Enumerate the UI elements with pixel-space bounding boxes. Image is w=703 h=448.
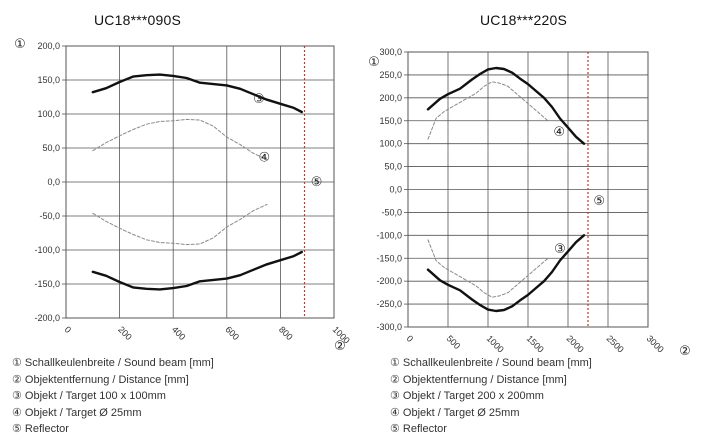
y-tick-label: -150,0 xyxy=(376,253,402,263)
chart-panel-left: UC18***090S 0 200 400 600 800 1000 200,0 150,0 1… xyxy=(12,12,352,438)
plot-frame xyxy=(65,45,335,319)
beam-chart-right: 0 500 1000 1500 2000 2500 3000 300,0 250,0 200,0 1… xyxy=(368,47,691,359)
y-tick-label: 150,0 xyxy=(37,75,60,85)
series-annotation: ③ xyxy=(253,92,265,107)
series-annotation: ③ xyxy=(554,242,566,257)
series-line-target xyxy=(91,250,303,291)
y-tick-label: 100,0 xyxy=(379,139,402,149)
series-line-target-small xyxy=(92,118,268,161)
legend-item: ④ Objekt / Target Ø 25mm xyxy=(390,406,520,419)
y-tick-label: 250,0 xyxy=(379,70,402,80)
y-tick-label: -150,0 xyxy=(34,279,60,289)
y-axis-label: ① xyxy=(368,55,380,70)
y-tick-label: 100,0 xyxy=(37,109,60,119)
y-tick-label: -250,0 xyxy=(376,299,402,309)
x-tick-label: 0 xyxy=(405,333,416,344)
legend-item: ① Schallkeulenbreite / Sound beam [mm] xyxy=(12,357,214,369)
legend-item: ⑤ Reflector xyxy=(390,423,447,435)
series-annotation: ④ xyxy=(553,125,565,140)
x-tick-label: 2000 xyxy=(565,333,586,354)
x-tick-label: 3000 xyxy=(645,333,666,354)
series-line-target-small xyxy=(427,239,549,298)
y-tick-label: -50,0 xyxy=(39,211,60,221)
y-tick-label: -100,0 xyxy=(34,245,60,255)
x-tick-label: 1500 xyxy=(525,333,546,354)
series-line-target xyxy=(426,66,586,145)
x-tick-label: 600 xyxy=(223,324,241,342)
x-axis-label: ② xyxy=(334,339,346,354)
legend-item: ② Objektentfernung / Distance [mm] xyxy=(390,373,567,386)
legend-item: ③ Objekt / Target 200 x 200mm xyxy=(390,390,544,402)
x-tick-label: 1000 xyxy=(485,333,506,354)
y-tick-label: -200,0 xyxy=(376,276,402,286)
y-tick-label: 300,0 xyxy=(379,47,402,57)
x-axis-label: ② xyxy=(679,344,691,359)
legend-item: ② Objektentfernung / Distance [mm] xyxy=(12,373,189,386)
legend-item: ③ Objekt / Target 100 x 100mm xyxy=(12,390,166,402)
x-tick-label: 200 xyxy=(116,324,134,342)
legend: ① Schallkeulenbreite / Sound beam [mm] ②… xyxy=(12,355,214,438)
legend-item: ① Schallkeulenbreite / Sound beam [mm] xyxy=(390,357,592,369)
y-tick-label: 150,0 xyxy=(379,116,402,126)
chart-title: UC18***220S xyxy=(480,12,568,28)
series-line-target xyxy=(426,234,586,313)
legend: ① Schallkeulenbreite / Sound beam [mm] ②… xyxy=(390,355,592,438)
beam-chart-left: 0 200 400 600 800 1000200,0150,0100,050,00,0-… xyxy=(14,37,352,354)
plot-frame xyxy=(407,51,649,328)
x-tick-label: 500 xyxy=(445,333,463,351)
series-line-target-small xyxy=(92,203,268,246)
y-tick-label: 0,0 xyxy=(47,177,60,187)
legend-item: ⑤ Reflector xyxy=(12,423,69,435)
series-annotation: ⑤ xyxy=(593,194,605,209)
y-tick-label: -100,0 xyxy=(376,230,402,240)
y-tick-label: -300,0 xyxy=(376,322,402,332)
y-tick-label: 50,0 xyxy=(384,162,402,172)
x-tick-label: 400 xyxy=(170,324,188,342)
chart-panel-right: UC18***220S 0 500 1000 1500 2000 2500 3000 300,… xyxy=(352,0,703,448)
series-annotation: ④ xyxy=(258,151,270,166)
y-tick-label: 200,0 xyxy=(37,41,60,51)
y-tick-label: 0,0 xyxy=(389,185,402,195)
y-tick-label: 200,0 xyxy=(379,93,402,103)
legend-item: ④ Objekt / Target Ø 25mm xyxy=(12,406,142,419)
series-annotation: ⑤ xyxy=(311,175,323,190)
y-axis-label: ① xyxy=(14,37,26,52)
x-tick-label: 0 xyxy=(63,324,74,335)
chart-title: UC18***090S xyxy=(94,12,182,28)
series-line-target xyxy=(91,73,303,114)
y-tick-label: 50,0 xyxy=(42,143,60,153)
y-tick-label: -50,0 xyxy=(381,207,402,217)
x-tick-label: 2500 xyxy=(605,333,626,354)
series-line-target-small xyxy=(427,81,549,140)
x-tick-label: 800 xyxy=(277,324,295,342)
y-tick-label: -200,0 xyxy=(34,313,60,323)
